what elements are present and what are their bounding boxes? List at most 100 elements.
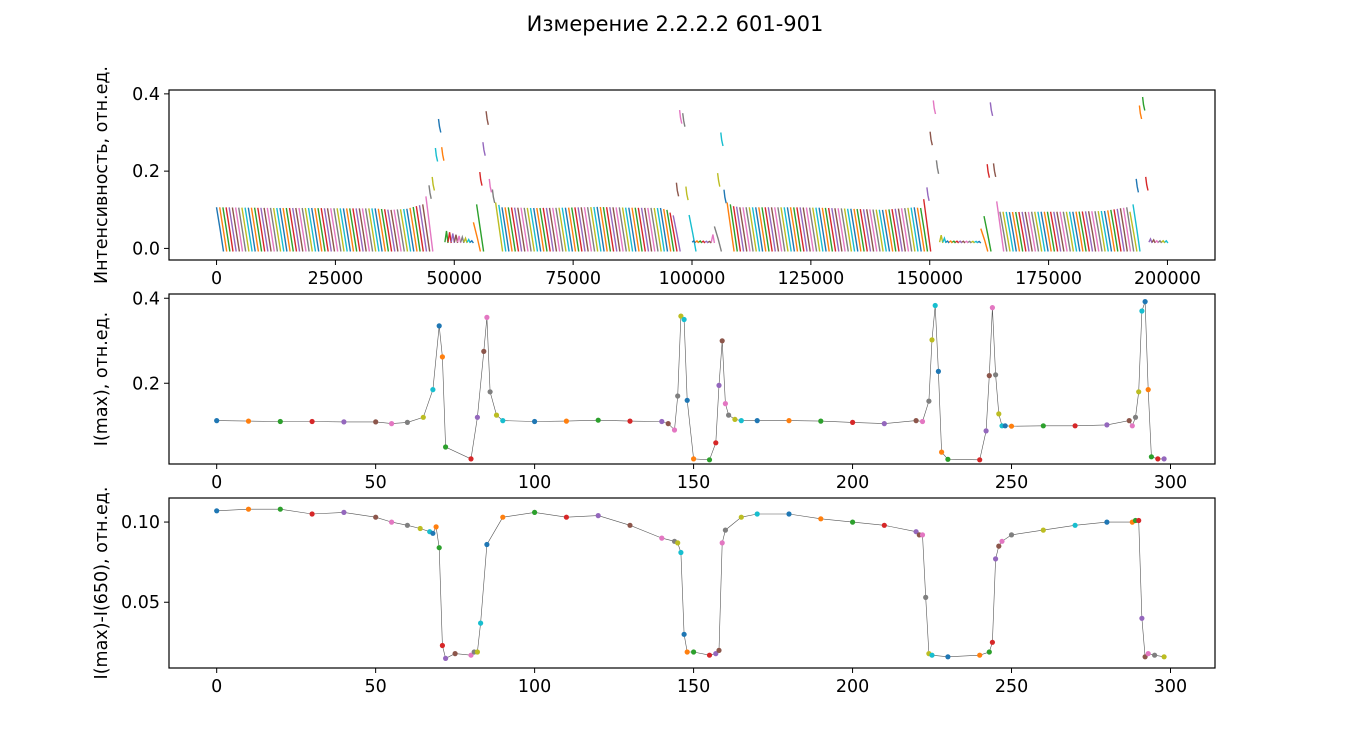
data-point: [929, 652, 935, 658]
data-point: [474, 414, 480, 420]
data-point: [341, 419, 347, 425]
spectrum-segment: [856, 208, 865, 252]
data-point: [977, 652, 983, 658]
data-point: [945, 456, 951, 462]
spectrum-segment: [1097, 210, 1106, 252]
data-point: [913, 418, 919, 424]
data-point: [1142, 654, 1148, 660]
spectrum-segment: [574, 207, 583, 252]
spectrum-segment: [266, 207, 275, 252]
data-point: [993, 556, 999, 562]
spectrum-segment: [412, 206, 421, 252]
spectrum-segment: [691, 239, 696, 244]
spectrum-segment: [583, 207, 593, 252]
data-point: [929, 337, 935, 343]
spectrum-segment: [1030, 211, 1040, 252]
data-point: [726, 412, 732, 418]
spectrum-segment: [409, 207, 418, 252]
data-point: [532, 509, 538, 515]
spectrum-segment: [777, 207, 786, 252]
spectrum-segment: [1087, 211, 1097, 252]
spectrum-segment: [1135, 178, 1140, 193]
plot-area: [214, 506, 1167, 662]
data-point: [245, 506, 252, 512]
spectrum-segment: [659, 207, 669, 252]
spectrum-segment: [688, 214, 697, 252]
spectrum-segment: [853, 208, 862, 252]
spectrum-segment: [783, 207, 792, 252]
spectrum-segment: [831, 207, 840, 252]
spectrum-segment: [279, 207, 288, 252]
spectrum-segment: [951, 240, 957, 244]
spectrum-segment: [891, 208, 900, 252]
spectrum-segment: [456, 235, 462, 244]
data-point: [389, 519, 395, 525]
spectrum-segment: [425, 196, 434, 252]
spectrum-segment: [685, 186, 689, 201]
data-point: [245, 418, 252, 424]
spectrum-segment: [748, 207, 757, 252]
spectrum-segment: [1132, 204, 1141, 252]
spectrum-segment: [1113, 209, 1122, 252]
spectrum-segment: [602, 206, 612, 252]
spectrum-segment: [380, 208, 390, 252]
data-point: [671, 427, 678, 433]
spectrum-segment: [336, 208, 345, 252]
data-point: [417, 525, 423, 532]
y-tick-label: 0.05: [121, 593, 160, 613]
spectrum-segment: [330, 208, 339, 252]
spectrum-segment: [520, 207, 529, 252]
spectrum-segment: [513, 207, 523, 252]
spectrum-segment: [450, 233, 456, 244]
spectrum-segment: [488, 178, 493, 193]
spectrum-segment: [482, 142, 486, 156]
data-point: [214, 508, 220, 514]
data-point: [913, 529, 919, 535]
spectrum-segment: [989, 102, 994, 117]
spectrum-segment: [225, 207, 234, 252]
data-point: [919, 418, 926, 425]
spectrum-segment: [647, 207, 656, 252]
spectrum-segment: [1005, 211, 1014, 252]
data-point: [706, 652, 713, 658]
data-point: [999, 538, 1005, 544]
spectrum-segment: [494, 202, 504, 252]
spectrum-segment: [805, 207, 815, 252]
spectrum-segment: [491, 189, 496, 204]
spectrum-segment: [751, 207, 761, 252]
spectrum-segment: [980, 228, 989, 252]
spectrum-segment: [799, 207, 808, 252]
spectrum-segment: [1018, 211, 1027, 252]
data-point: [436, 323, 442, 329]
chart-title: Измерение 2.2.2.2 601-901: [526, 12, 824, 36]
spectrum-segment: [1068, 211, 1078, 252]
data-point: [341, 509, 347, 515]
spectrum-segment: [840, 208, 849, 252]
spectrum-segment: [634, 207, 643, 252]
data-point: [678, 313, 684, 319]
spectrum-segment: [399, 209, 409, 252]
x-tick-label: 0: [211, 473, 222, 493]
spectrum-segment: [263, 207, 272, 252]
data-point: [481, 348, 487, 354]
spectrum-segment: [821, 207, 830, 252]
spectrum-segment: [812, 207, 821, 252]
data-point: [681, 316, 687, 323]
spectrum-segment: [463, 236, 468, 244]
data-point: [1139, 308, 1145, 314]
spectrum-segment: [707, 240, 712, 244]
spectrum-segment: [1027, 211, 1037, 252]
spectrum-segment: [872, 209, 881, 252]
spectrum-segment: [698, 240, 703, 244]
x-tick-label: 0: [211, 677, 222, 697]
data-point: [1155, 456, 1161, 462]
spectrum-segment: [250, 207, 260, 252]
data-point: [881, 522, 887, 528]
spectrum-segment: [1161, 239, 1166, 244]
data-point: [850, 419, 856, 425]
spectrum-segment: [339, 208, 348, 252]
data-point: [691, 456, 697, 462]
spectrum-segment: [276, 207, 285, 252]
data-point: [436, 545, 442, 551]
spectrum-segment: [567, 207, 577, 252]
